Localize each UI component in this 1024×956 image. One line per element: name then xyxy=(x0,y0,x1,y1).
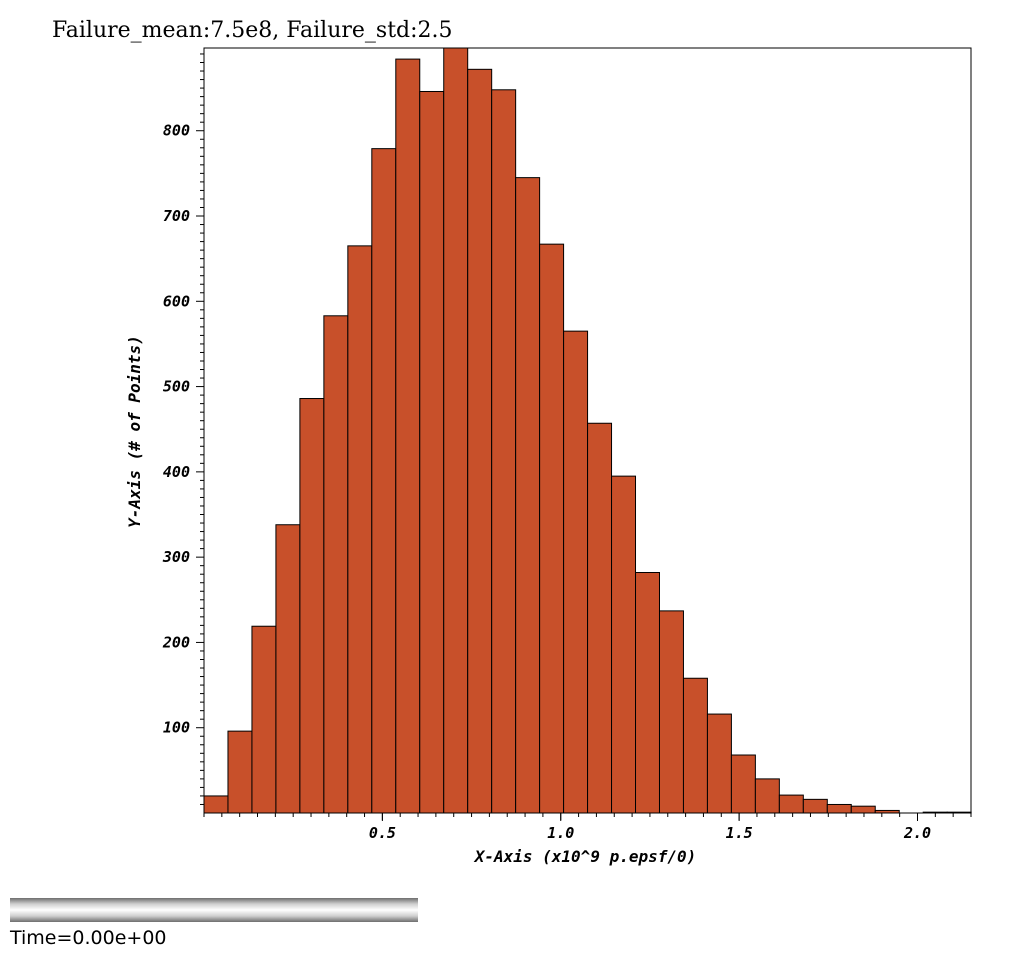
histogram-bar xyxy=(443,47,469,814)
histogram-bar xyxy=(491,89,517,814)
histogram-bar xyxy=(682,677,708,814)
histogram-bar xyxy=(539,243,565,814)
histogram-bar xyxy=(658,610,684,814)
y-ticks-group: 100 200 300 400 500 600 700 800 xyxy=(162,53,204,805)
time-label: Time=0.00e+00 xyxy=(10,927,167,949)
x-ticks-group: 0.5 1.0 1.5 2.0 xyxy=(203,813,972,842)
x-tick-label: 1.5 xyxy=(726,824,753,842)
time-slider-bar xyxy=(10,898,418,922)
histogram-bar xyxy=(611,475,637,814)
y-tick-label: 300 xyxy=(162,548,190,566)
histogram-bar xyxy=(730,754,756,814)
histogram-bar xyxy=(203,795,229,814)
histogram-bar xyxy=(754,778,780,814)
y-tick-label: 100 xyxy=(163,719,190,737)
y-tick-label: 700 xyxy=(163,207,190,225)
y-tick-label: 600 xyxy=(163,292,190,310)
histogram-bar xyxy=(275,524,301,814)
histogram-bar xyxy=(419,90,445,814)
histogram-bar xyxy=(371,148,397,814)
histogram-bar xyxy=(778,794,804,814)
histogram-bar xyxy=(635,572,660,814)
histogram-bar xyxy=(299,398,325,814)
chart-title: Failure_mean:7.5e8, Failure_std:2.5 xyxy=(52,18,453,43)
histogram-bar xyxy=(802,798,828,814)
plot-border xyxy=(203,47,972,814)
histogram-bar xyxy=(826,803,852,814)
x-tick-label: 0.5 xyxy=(369,824,396,842)
y-axis-label: Y-Axis (# of Points) xyxy=(125,335,144,528)
histogram-bar xyxy=(347,245,373,814)
histogram-bar xyxy=(227,730,253,814)
histogram-bar xyxy=(251,625,277,814)
y-tick-label: 200 xyxy=(162,633,190,651)
histogram-chart: 0.5 1.0 1.5 2.0 100 200 300 400 500 600 700 800 X-… xyxy=(125,47,972,866)
histogram-bar xyxy=(850,805,876,814)
y-tick-label: 500 xyxy=(163,378,190,396)
x-tick-label: 1.0 xyxy=(547,824,574,842)
x-tick-label: 2.0 xyxy=(903,824,931,842)
histogram-bar xyxy=(467,68,493,814)
y-tick-label: 800 xyxy=(163,122,190,140)
histogram-bar xyxy=(395,58,421,814)
histogram-bar xyxy=(515,177,541,814)
histogram-bar xyxy=(706,713,732,814)
x-axis-label: X-Axis (x10^9 p.epsf/0) xyxy=(473,847,697,866)
histogram-bar xyxy=(563,330,589,814)
plot-frame xyxy=(203,47,972,814)
y-tick-label: 400 xyxy=(163,463,190,481)
histogram-bar xyxy=(587,422,613,814)
bars-group xyxy=(203,47,972,814)
histogram-bar xyxy=(323,315,349,814)
